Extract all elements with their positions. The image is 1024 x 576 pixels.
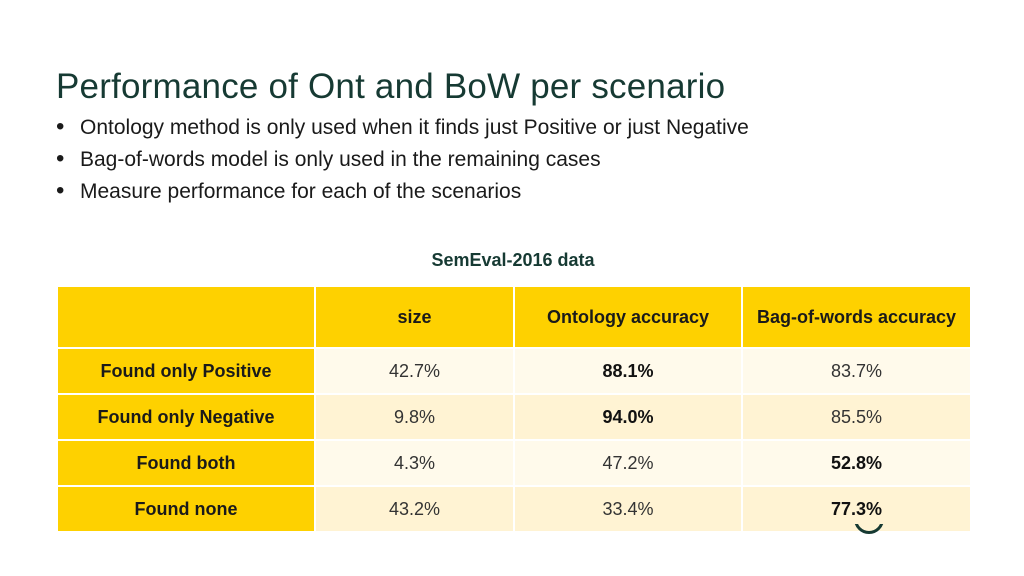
bullet-item: Measure performance for each of the scen… bbox=[56, 175, 749, 208]
table-row: Found only Positive 42.7% 88.1% 83.7% bbox=[56, 347, 972, 395]
table-header-row: size Ontology accuracy Bag-of-words accu… bbox=[56, 285, 972, 349]
table-caption: SemEval-2016 data bbox=[431, 250, 595, 270]
ontology-accuracy-cell: 33.4% bbox=[513, 485, 743, 533]
table-row: Found only Negative 9.8% 94.0% 85.5% bbox=[56, 393, 972, 441]
table-row: Found none 43.2% 33.4% 77.3% bbox=[56, 485, 972, 533]
bow-accuracy-cell: 85.5% bbox=[741, 393, 972, 441]
bullet-list: Ontology method is only used when it fin… bbox=[56, 111, 749, 208]
scenario-label: Found both bbox=[56, 439, 316, 487]
logo-fragment-icon bbox=[852, 524, 888, 540]
scenario-label: Found only Negative bbox=[56, 393, 316, 441]
slide-title: Performance of Ont and BoW per scenario bbox=[56, 67, 726, 107]
bow-accuracy-cell: 83.7% bbox=[741, 347, 972, 395]
results-table: size Ontology accuracy Bag-of-words accu… bbox=[56, 285, 972, 533]
bullet-item: Bag-of-words model is only used in the r… bbox=[56, 143, 749, 176]
header-size: size bbox=[314, 285, 515, 349]
ontology-accuracy-cell: 94.0% bbox=[513, 393, 743, 441]
table-row: Found both 4.3% 47.2% 52.8% bbox=[56, 439, 972, 487]
size-cell: 43.2% bbox=[314, 485, 515, 533]
header-bow-accuracy: Bag-of-words accuracy bbox=[741, 285, 972, 349]
bullet-item: Ontology method is only used when it fin… bbox=[56, 111, 749, 144]
header-ontology-accuracy: Ontology accuracy bbox=[513, 285, 743, 349]
scenario-label: Found only Positive bbox=[56, 347, 316, 395]
scenario-label: Found none bbox=[56, 485, 316, 533]
size-cell: 4.3% bbox=[314, 439, 515, 487]
size-cell: 9.8% bbox=[314, 393, 515, 441]
size-cell: 42.7% bbox=[314, 347, 515, 395]
ontology-accuracy-cell: 88.1% bbox=[513, 347, 743, 395]
bow-accuracy-cell: 52.8% bbox=[741, 439, 972, 487]
ontology-accuracy-cell: 47.2% bbox=[513, 439, 743, 487]
header-corner-cell bbox=[56, 285, 316, 349]
